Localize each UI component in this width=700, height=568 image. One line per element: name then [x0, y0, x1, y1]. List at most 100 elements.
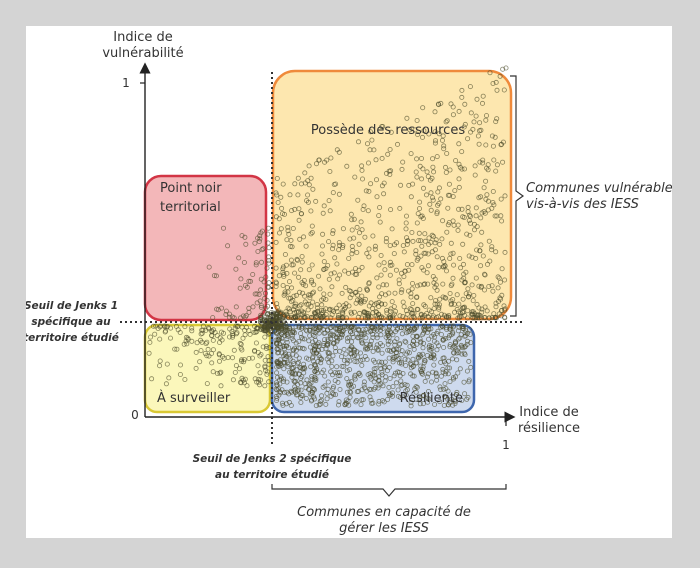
scatter-point — [266, 284, 272, 290]
scatter-point — [403, 308, 409, 314]
scatter-point — [387, 272, 393, 278]
scatter-point — [237, 285, 243, 291]
scatter-point — [477, 248, 483, 254]
scatter-point — [361, 310, 367, 316]
scatter-point — [420, 393, 426, 399]
scatter-point — [314, 309, 320, 315]
scatter-point — [239, 375, 245, 381]
scatter-point — [330, 190, 336, 196]
scatter-point — [239, 347, 245, 353]
scatter-point — [311, 282, 317, 288]
scatter-point — [213, 273, 219, 279]
scatter-point — [403, 226, 409, 232]
scatter-point — [401, 304, 407, 310]
capable-brace — [271, 484, 507, 497]
scatter-point — [498, 313, 504, 319]
scatter-point — [381, 180, 387, 186]
scatter-point — [450, 194, 456, 200]
scatter-point — [383, 235, 389, 241]
scatter-point — [344, 389, 350, 395]
scatter-point — [434, 154, 440, 160]
scatter-point — [407, 361, 413, 367]
scatter-point — [493, 304, 499, 310]
scatter-point — [265, 303, 271, 309]
scatter-point — [347, 389, 353, 395]
scatter-point — [320, 231, 326, 237]
scatter-point — [432, 276, 438, 282]
scatter-point — [409, 262, 415, 268]
scatter-point — [344, 357, 350, 363]
scatter-point — [280, 315, 286, 321]
scatter-point — [414, 174, 420, 180]
scatter-point — [426, 241, 432, 247]
scatter-point — [384, 368, 390, 374]
scatter-point — [459, 149, 465, 155]
scatter-point — [359, 340, 365, 346]
scatter-point — [456, 324, 462, 330]
scatter-point — [472, 163, 478, 169]
scatter-point — [401, 274, 407, 280]
scatter-point — [374, 332, 380, 338]
scatter-point — [498, 213, 504, 219]
scatter-point — [448, 251, 454, 257]
scatter-point — [420, 105, 426, 111]
scatter-point — [474, 247, 480, 253]
scatter-point — [330, 385, 336, 391]
scatter-point — [266, 254, 272, 260]
scatter-point — [359, 362, 365, 368]
scatter-point — [432, 298, 438, 304]
scatter-point — [317, 398, 323, 404]
scatter-point — [414, 295, 420, 301]
scatter-point — [287, 243, 293, 249]
scatter-point — [218, 383, 224, 389]
scatter-point — [202, 350, 208, 356]
scatter-point — [387, 308, 393, 314]
scatter-point — [432, 247, 438, 253]
scatter-point — [280, 264, 286, 270]
scatter-point — [472, 172, 478, 178]
scatter-point — [383, 170, 389, 176]
scatter-point — [355, 197, 361, 203]
scatter-point — [301, 234, 307, 240]
scatter-point — [366, 312, 372, 318]
scatter-point — [407, 306, 413, 312]
scatter-point — [456, 108, 462, 114]
scatter-point — [302, 180, 308, 186]
scatter-point — [421, 302, 427, 308]
scatter-point — [327, 291, 333, 297]
scatter-point — [396, 346, 402, 352]
scatter-point — [310, 315, 316, 321]
scatter-point — [440, 355, 446, 361]
scatter-point — [296, 274, 302, 280]
scatter-point — [438, 331, 444, 337]
scatter-point — [359, 163, 365, 169]
scatter-point — [451, 343, 457, 349]
scatter-point — [410, 181, 416, 187]
scatter-point — [415, 355, 421, 361]
scatter-point — [303, 243, 309, 249]
scatter-point — [236, 255, 242, 261]
scatter-point — [400, 299, 406, 305]
scatter-point — [402, 356, 408, 362]
scatter-point — [400, 243, 406, 249]
scatter-point — [334, 305, 340, 311]
scatter-point — [310, 186, 316, 192]
scatter-point — [413, 333, 419, 339]
scatter-point — [264, 297, 270, 303]
scatter-point — [478, 242, 484, 248]
scatter-point — [429, 232, 435, 238]
scatter-point — [307, 295, 313, 301]
scatter-point — [306, 386, 312, 392]
scatter-point — [361, 203, 367, 209]
scatter-point — [375, 325, 381, 331]
scatter-point — [418, 238, 424, 244]
scatter-point — [281, 271, 287, 277]
scatter-point — [394, 325, 400, 331]
scatter-point — [480, 160, 486, 166]
scatter-point — [332, 255, 338, 261]
scatter-point — [177, 371, 183, 377]
scatter-point — [324, 157, 330, 163]
scatter-point — [448, 240, 454, 246]
scatter-point — [491, 311, 497, 317]
scatter-point — [390, 332, 396, 338]
